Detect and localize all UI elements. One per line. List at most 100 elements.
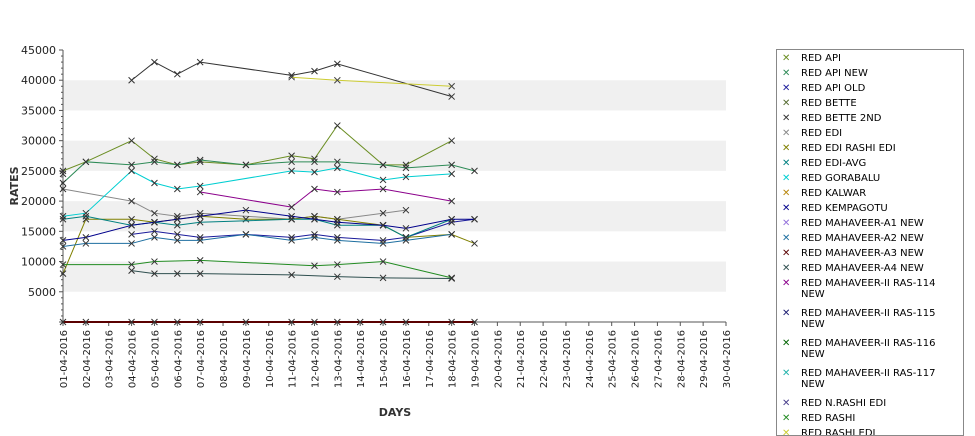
data-point (333, 273, 341, 281)
series (59, 256, 456, 282)
data-point (288, 237, 295, 244)
data-point (82, 215, 90, 223)
x-tick-label: 12-04-2016 (310, 330, 321, 388)
data-point (333, 234, 341, 241)
data-point (242, 206, 250, 214)
series (59, 206, 478, 244)
legend-marker-icon: ✕ (782, 368, 791, 379)
data-point (128, 240, 135, 247)
data-point (128, 76, 135, 84)
data-point (379, 209, 387, 217)
x-tick-label: 16-04-2016 (402, 330, 413, 388)
data-point (196, 212, 204, 220)
x-tick-label: 06-04-2016 (173, 330, 184, 388)
data-point (356, 318, 364, 326)
legend-label: RED KALWAR (801, 188, 867, 199)
data-point (242, 231, 250, 238)
legend-label: RED N.RASHI EDI (801, 398, 887, 409)
data-point (59, 237, 67, 244)
legend-label: RED EDI (801, 128, 843, 139)
data-point (311, 318, 318, 326)
data-point (333, 164, 341, 172)
legend-label: RED GORABALU (801, 173, 881, 184)
data-point (333, 188, 341, 196)
legend-marker-icon: ✕ (782, 188, 791, 199)
x-tick-label: 04-04-2016 (128, 330, 139, 388)
legend-label: RED MAHAVEER-II RAS-117 NEW (801, 368, 936, 390)
legend-marker-icon: ✕ (782, 278, 791, 289)
data-point (288, 212, 295, 220)
data-point (402, 161, 410, 169)
series (196, 185, 456, 211)
data-point (151, 158, 158, 166)
x-tick-label: 26-04-2016 (631, 330, 642, 388)
data-point (196, 182, 204, 190)
data-point (82, 212, 90, 220)
data-point (402, 237, 410, 244)
data-point (471, 240, 478, 247)
series (59, 164, 456, 220)
series (128, 267, 456, 282)
legend-marker-icon: ✕ (782, 83, 791, 94)
x-tick-label: 08-04-2016 (219, 330, 230, 388)
x-tick-label: 29-04-2016 (699, 330, 710, 388)
data-point (379, 221, 387, 229)
data-point (59, 243, 67, 250)
data-point (173, 221, 181, 229)
x-tick-label: 13-04-2016 (333, 330, 344, 388)
data-point (173, 237, 181, 244)
data-point (379, 176, 387, 184)
data-point (59, 170, 67, 178)
legend-label: RED API (801, 53, 841, 64)
data-point (288, 167, 295, 175)
data-point (82, 209, 90, 217)
series-line (62, 188, 406, 220)
x-tick-label: 30-04-2016 (722, 330, 733, 388)
data-point (402, 173, 410, 181)
y-tick-label: 20000 (21, 195, 56, 208)
data-point (448, 215, 456, 223)
series-line (62, 167, 452, 217)
tick-labels: 5000 10000 15000 20000 25000 30000 35000 40000 4… (21, 44, 733, 388)
data-point (379, 237, 387, 244)
x-tick-label: 15-04-2016 (379, 330, 390, 388)
x-tick-label: 23-04-2016 (562, 330, 573, 388)
data-point (402, 206, 410, 214)
data-point (173, 70, 181, 78)
x-tick-label: 28-04-2016 (676, 330, 687, 388)
data-point (311, 168, 318, 176)
legend-label: RED MAHAVEER-A1 NEW (801, 218, 924, 229)
data-point (402, 234, 410, 241)
data-point (448, 274, 456, 282)
data-point (379, 274, 387, 282)
legend-marker-icon: ✕ (782, 158, 791, 169)
data-point (242, 318, 250, 326)
legend-label: RED RASHI EDI (801, 428, 876, 436)
data-point (196, 270, 204, 277)
data-point (333, 218, 341, 226)
data-point (402, 164, 410, 172)
legend-marker-icon: ✕ (782, 248, 791, 259)
data-point (333, 237, 341, 244)
series-line (62, 233, 452, 247)
data-point (471, 167, 478, 175)
data-point (173, 215, 181, 223)
data-point (288, 271, 295, 279)
data-point (196, 209, 204, 217)
data-point (379, 240, 387, 247)
grid-band (63, 80, 726, 111)
data-point (151, 58, 158, 66)
x-tick-label: 03-04-2016 (105, 330, 116, 388)
data-point (59, 261, 67, 268)
data-point (288, 158, 295, 166)
series-line (131, 61, 452, 98)
data-point (333, 60, 341, 68)
x-tick-label: 17-04-2016 (425, 330, 436, 388)
data-point (448, 318, 456, 326)
x-tick-label: 10-04-2016 (265, 330, 276, 388)
data-point (151, 258, 158, 265)
series-layer (59, 58, 478, 326)
legend-label: RED MAHAVEER-A2 NEW (801, 233, 924, 244)
data-point (288, 215, 295, 223)
